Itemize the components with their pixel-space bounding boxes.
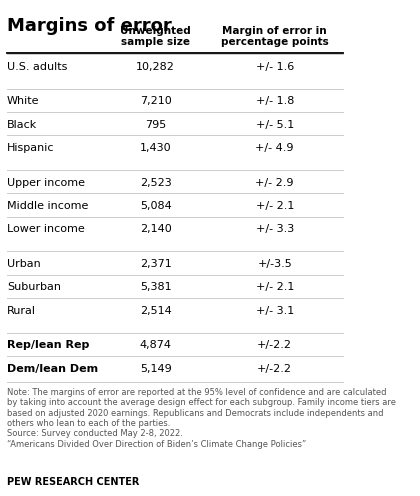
Text: Middle income: Middle income [7,201,88,211]
Text: +/- 1.6: +/- 1.6 [256,62,294,72]
Text: +/- 4.9: +/- 4.9 [255,143,294,153]
Text: PEW RESEARCH CENTER: PEW RESEARCH CENTER [7,477,139,487]
Text: Rural: Rural [7,306,36,316]
Text: +/- 2.9: +/- 2.9 [255,178,294,188]
Text: Unweighted
sample size: Unweighted sample size [121,25,191,47]
Text: +/- 2.1: +/- 2.1 [255,201,294,211]
Text: Note: The margins of error are reported at the 95% level of confidence and are c: Note: The margins of error are reported … [7,388,396,449]
Text: 2,514: 2,514 [140,306,172,316]
Text: 795: 795 [145,120,166,130]
Text: 2,371: 2,371 [140,259,172,269]
Text: Lower income: Lower income [7,224,85,235]
Text: U.S. adults: U.S. adults [7,62,67,72]
Text: 10,282: 10,282 [136,62,175,72]
Text: +/-2.2: +/-2.2 [257,340,292,351]
Text: Dem/lean Dem: Dem/lean Dem [7,364,98,374]
Text: 5,381: 5,381 [140,282,171,293]
Text: +/-2.2: +/-2.2 [257,364,292,374]
Text: +/- 3.1: +/- 3.1 [256,306,294,316]
Text: +/- 3.3: +/- 3.3 [256,224,294,235]
Text: Urban: Urban [7,259,41,269]
Text: 2,140: 2,140 [140,224,172,235]
Text: Upper income: Upper income [7,178,85,188]
Text: 7,210: 7,210 [140,96,172,107]
Text: +/- 1.8: +/- 1.8 [255,96,294,107]
Text: 4,874: 4,874 [140,340,172,351]
Text: +/-3.5: +/-3.5 [257,259,292,269]
Text: Margins of error: Margins of error [7,17,172,35]
Text: 5,149: 5,149 [140,364,172,374]
Text: White: White [7,96,39,107]
Text: Hispanic: Hispanic [7,143,55,153]
Text: Margin of error in
percentage points: Margin of error in percentage points [221,25,328,47]
Text: +/- 2.1: +/- 2.1 [255,282,294,293]
Text: 2,523: 2,523 [140,178,172,188]
Text: Rep/lean Rep: Rep/lean Rep [7,340,89,351]
Text: 1,430: 1,430 [140,143,171,153]
Text: +/- 5.1: +/- 5.1 [256,120,294,130]
Text: Black: Black [7,120,37,130]
Text: Suburban: Suburban [7,282,61,293]
Text: 5,084: 5,084 [140,201,172,211]
